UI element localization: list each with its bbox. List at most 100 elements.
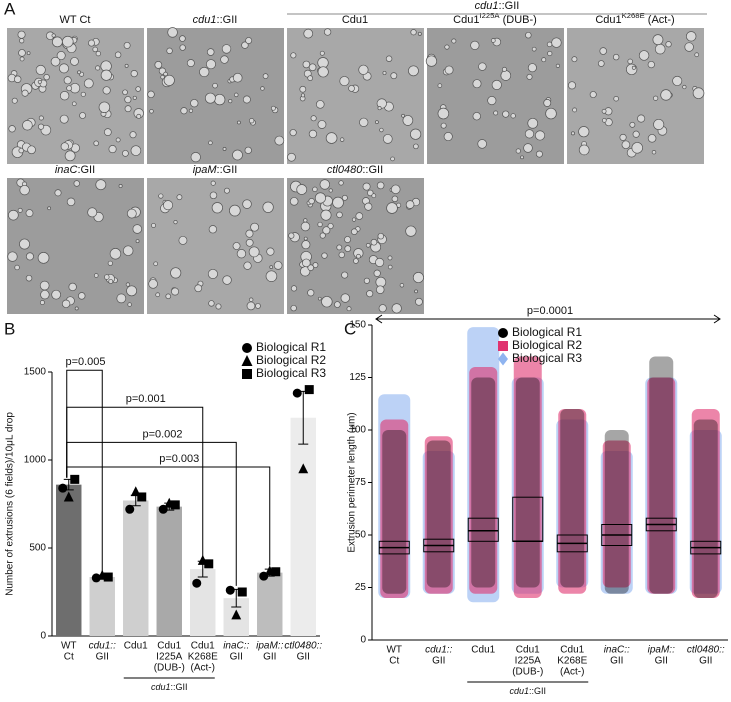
cell <box>236 249 247 259</box>
cell <box>408 65 419 77</box>
cell <box>535 150 543 158</box>
point <box>237 587 247 597</box>
point-cloud <box>691 409 720 598</box>
point-cloud <box>469 367 498 594</box>
cell <box>287 152 296 162</box>
cell <box>405 225 417 237</box>
point-cloud <box>647 377 676 594</box>
cell <box>124 63 129 68</box>
cell <box>307 264 315 271</box>
point <box>498 352 508 366</box>
x-tick-label: GII <box>297 652 310 663</box>
cell <box>124 96 132 104</box>
cell <box>160 74 165 80</box>
cell <box>250 222 260 232</box>
cell <box>8 125 16 133</box>
point <box>204 559 214 569</box>
cell <box>308 63 317 72</box>
cell <box>245 238 254 247</box>
cell <box>176 194 183 201</box>
bar <box>190 569 216 636</box>
point <box>125 504 135 514</box>
point <box>241 355 253 366</box>
x-tick-label: ctl0480:: <box>687 645 725 656</box>
cell <box>166 47 173 54</box>
x-tick-label: (DUB-) <box>512 667 543 678</box>
cell <box>351 228 358 236</box>
label-part: :GII <box>77 164 95 176</box>
cell <box>214 93 226 106</box>
cell <box>154 61 163 69</box>
cell <box>209 191 218 200</box>
cell <box>215 303 222 310</box>
cell <box>37 79 42 84</box>
cell <box>523 143 533 153</box>
cell <box>515 148 521 154</box>
cell <box>270 105 276 111</box>
cell <box>555 63 560 68</box>
cell <box>631 142 643 154</box>
cell <box>472 79 482 89</box>
y-tick-label: 75 <box>355 477 367 488</box>
cell <box>652 34 664 46</box>
cell <box>136 113 142 119</box>
cell <box>246 301 256 311</box>
x-tick-label: (Act-) <box>560 667 584 678</box>
cell <box>672 75 683 86</box>
label-part: I225A <box>479 11 500 20</box>
cell <box>73 180 80 187</box>
label-part: Cdu1 <box>453 14 479 26</box>
cell <box>27 145 36 155</box>
cell <box>627 58 633 65</box>
cell <box>444 44 450 50</box>
cell <box>95 179 107 191</box>
cell <box>147 90 155 99</box>
cell <box>567 81 577 90</box>
cell <box>232 149 243 161</box>
x-tick-label: K268E <box>188 652 218 663</box>
comparison-bracket <box>66 466 271 566</box>
cell <box>319 179 330 190</box>
cell <box>571 56 578 63</box>
x-tick-label: Cdu1 <box>516 645 540 656</box>
cell <box>524 129 535 139</box>
label-part: ipaM <box>193 164 218 176</box>
cell <box>18 49 26 57</box>
cell <box>88 39 95 47</box>
cell <box>59 91 70 101</box>
legend-label: Biological R1 <box>512 325 582 339</box>
cell <box>551 37 562 48</box>
cell <box>547 50 553 57</box>
cell <box>19 238 30 250</box>
label-part: ::GII <box>171 682 188 692</box>
cell <box>440 122 447 129</box>
point <box>91 573 101 583</box>
cell <box>437 107 450 120</box>
cell <box>43 74 50 81</box>
cell <box>163 200 174 211</box>
label: Cdu1I225A (DUB-) <box>453 11 537 26</box>
cell <box>14 264 20 271</box>
cell <box>153 261 158 267</box>
panel-letter: B <box>4 319 15 338</box>
point <box>103 572 113 582</box>
cell <box>417 31 422 36</box>
cell <box>301 258 311 268</box>
cell <box>365 242 371 248</box>
cell <box>104 274 110 280</box>
cell <box>322 226 331 235</box>
point-cloud <box>558 409 587 594</box>
cell <box>51 36 63 48</box>
cell <box>490 38 496 43</box>
cell <box>63 76 72 85</box>
point <box>63 491 74 502</box>
cell <box>262 73 269 79</box>
cell <box>654 43 666 55</box>
cell <box>122 245 134 256</box>
cell <box>405 200 415 209</box>
cell <box>391 303 402 314</box>
cell <box>74 306 79 311</box>
cell <box>444 65 454 75</box>
cell <box>206 48 215 56</box>
